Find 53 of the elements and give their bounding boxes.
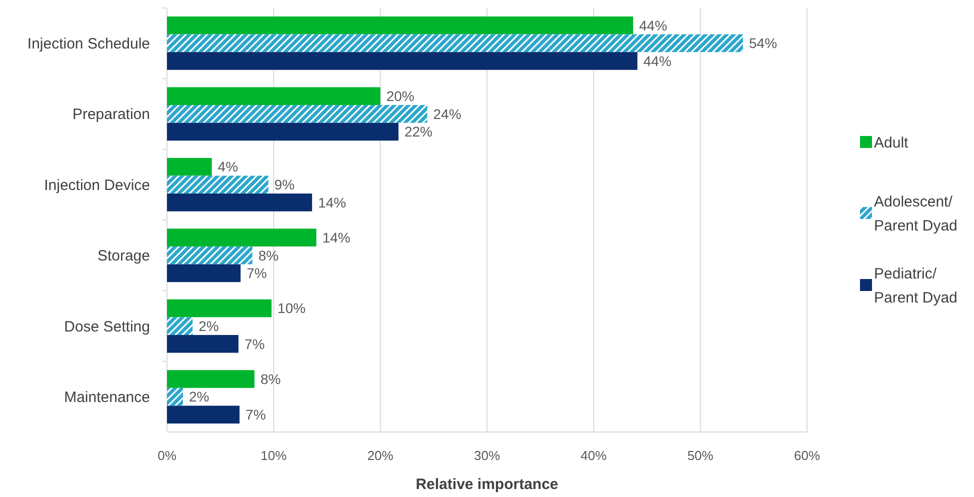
data-label: 54% [749,35,778,52]
bar [167,299,272,318]
y-tick-label: Storage [97,248,150,265]
data-label: 7% [246,406,266,423]
y-tick-label: Injection Schedule [27,35,150,52]
bar [167,52,638,70]
data-label: 2% [198,318,219,334]
legend-label: Pediatric/ Parent Dyad [874,265,958,306]
bar [167,317,193,335]
data-label: 8% [260,370,281,387]
y-tick-label: Preparation [72,106,150,124]
bar [167,406,240,424]
bar [167,388,183,406]
bar [167,228,316,246]
x-tick-label: 10% [260,448,288,463]
legend-label: Adolescent/ Parent Dyad [874,193,958,234]
x-tick-label: 40% [580,448,608,463]
data-label: 10% [278,300,306,316]
data-label: 7% [244,336,265,352]
bar [167,176,268,194]
bar [167,34,743,52]
y-tick-label: Dose Setting [64,318,150,336]
x-tick-label: 30% [474,448,500,463]
data-label: 44% [639,17,668,34]
x-tick-label: 0% [158,448,177,463]
data-label: 44% [643,52,672,69]
data-label: 24% [433,106,462,122]
bar [167,105,428,123]
x-tick-label: 20% [367,448,394,463]
bar [167,158,212,176]
legend-label: Adult [874,134,910,152]
data-label: 4% [218,158,238,175]
data-label: 14% [318,194,346,210]
bar [167,87,380,106]
y-tick-label: Maintenance [64,389,150,406]
data-label: 9% [274,176,295,193]
data-label: 2% [189,388,210,405]
data-label: 20% [386,88,414,104]
x-axis-title: Relative importance [416,476,558,493]
bar [167,122,398,141]
bar [167,264,241,282]
bar [167,370,254,388]
data-label: 8% [258,247,279,264]
x-tick-label: 50% [687,448,714,463]
bar [167,246,252,264]
x-tick-label: 60% [794,448,820,463]
bar [167,194,312,212]
y-tick-label: Injection Device [44,176,150,194]
data-label: 14% [322,229,350,246]
bar [167,16,634,34]
data-label: 22% [404,124,432,140]
bar [167,334,238,353]
data-label: 7% [246,265,267,282]
